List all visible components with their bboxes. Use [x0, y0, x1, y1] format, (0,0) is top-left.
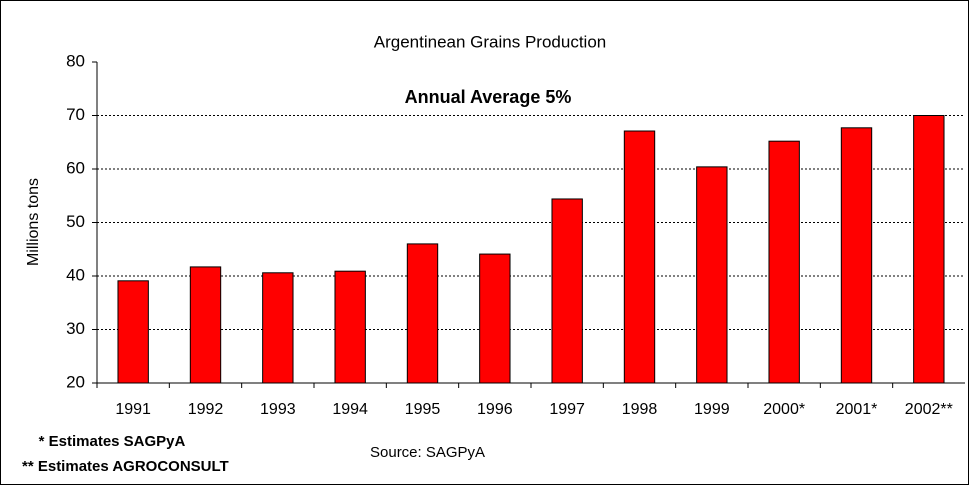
chart-title: Argentinean Grains Production [374, 32, 606, 51]
x-tick-label: 1994 [332, 401, 368, 418]
source: Source: SAGPyA [370, 444, 485, 461]
x-tick-label: 1997 [549, 401, 585, 418]
bar [406, 243, 439, 384]
y-tick-label: 80 [66, 51, 85, 70]
y-tick-label: 60 [66, 158, 85, 177]
bar [117, 280, 149, 384]
x-tick-label: 1993 [260, 401, 296, 418]
x-tick-label: 1992 [188, 401, 224, 418]
bar [551, 198, 583, 384]
bar [913, 115, 945, 384]
y-axis-label: Millions tons [25, 178, 42, 266]
x-tick-label: 1996 [477, 401, 513, 418]
annotation: Annual Average 5% [405, 87, 572, 107]
x-tick-label: 1998 [622, 401, 658, 418]
x-tick-label: 2000* [763, 401, 805, 418]
footnote: ** Estimates AGROCONSULT [22, 458, 229, 475]
bar [623, 130, 656, 384]
y-tick-label: 30 [66, 319, 85, 338]
bar [479, 253, 511, 384]
bar [334, 270, 366, 384]
bar [768, 140, 800, 384]
x-tick-label: 1991 [115, 401, 151, 418]
bar [189, 266, 222, 384]
bar [262, 272, 294, 384]
x-tick-label: 2002** [905, 401, 953, 418]
x-tick-label: 1999 [694, 401, 730, 418]
y-tick-label: 50 [66, 212, 85, 231]
bar [696, 166, 728, 384]
x-tick-label: 2001* [836, 401, 878, 418]
footnote: * Estimates SAGPyA [39, 433, 186, 450]
y-tick-label: 70 [66, 105, 85, 124]
y-tick-label: 40 [66, 265, 85, 284]
x-tick-label: 1995 [405, 401, 441, 418]
y-tick-label: 20 [66, 372, 85, 391]
bar [840, 127, 873, 384]
